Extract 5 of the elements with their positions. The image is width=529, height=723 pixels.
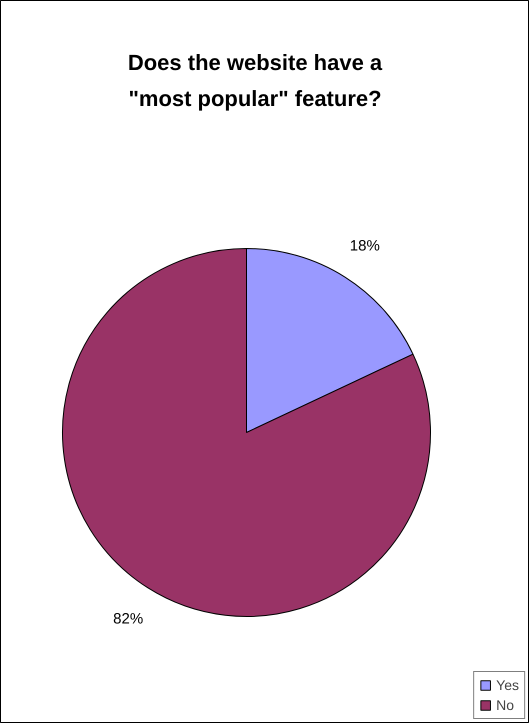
- data-label: 18%: [350, 238, 380, 255]
- chart-title: Does the website have a "most popular" feature?: [128, 50, 383, 111]
- legend-label: No: [496, 697, 516, 713]
- data-label: 82%: [113, 610, 144, 628]
- legend-label: Yes: [496, 677, 519, 693]
